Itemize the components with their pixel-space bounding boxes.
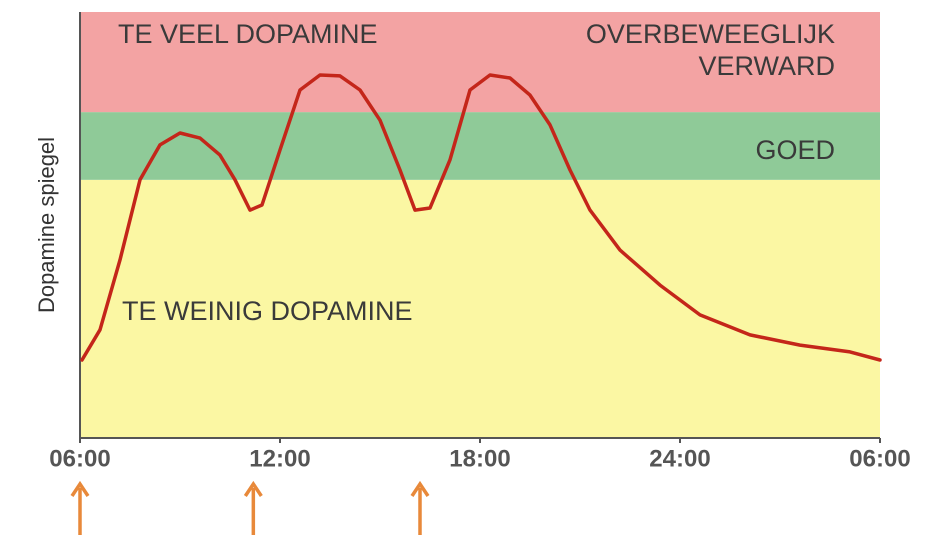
dopamine-line bbox=[80, 73, 882, 362]
band bbox=[80, 112, 880, 180]
x-tick-label: 12:00 bbox=[249, 445, 310, 472]
band-label: GOED bbox=[755, 135, 835, 165]
x-tick-label: 24:00 bbox=[649, 445, 710, 472]
band-label: TE VEEL DOPAMINE bbox=[118, 19, 378, 49]
dose-arrow bbox=[243, 480, 263, 535]
dose-arrow bbox=[70, 480, 90, 535]
dose-arrow bbox=[410, 480, 430, 535]
x-tick-label: 06:00 bbox=[849, 445, 910, 472]
y-axis-label: Dopamine spiegel bbox=[34, 137, 59, 313]
band-label: TE WEINIG DOPAMINE bbox=[122, 296, 413, 326]
band bbox=[80, 179, 880, 438]
band bbox=[80, 12, 880, 113]
band-label: OVERBEWEEGLIJK bbox=[586, 19, 835, 49]
x-tick-label: 06:00 bbox=[49, 445, 110, 472]
x-tick-label: 18:00 bbox=[449, 445, 510, 472]
band-label: VERWARD bbox=[698, 51, 835, 81]
